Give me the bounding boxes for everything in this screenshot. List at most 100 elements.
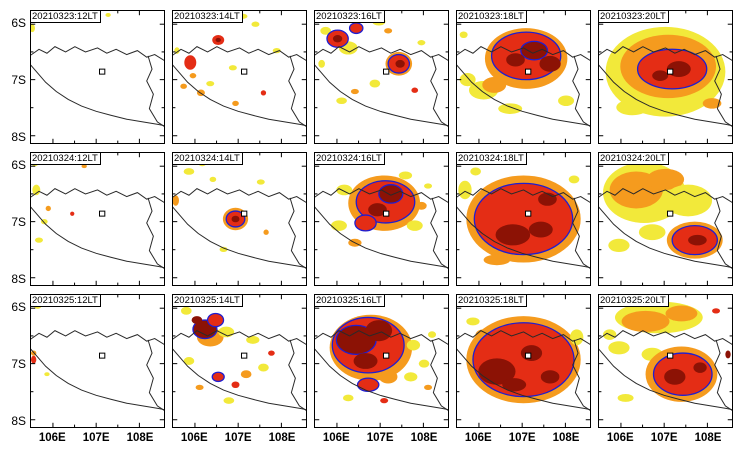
map-canvas [173,11,306,143]
panel-timestamp-label: 20210325:12LT [31,295,101,307]
panel-timestamp-label: 20210324:12LT [31,153,101,165]
coastline-path [599,47,732,62]
map-canvas [173,295,306,427]
map-panel: 20210323:14LT [172,10,307,144]
station-marker [383,211,388,216]
station-marker [99,353,104,358]
coastline-path [573,56,590,127]
coastline-path [599,189,732,204]
station-marker [667,353,672,358]
x-axis-label: 108E [410,432,438,444]
station-marker [525,69,530,74]
map-panel: 20210325:20LT [598,294,733,428]
coastline-path [315,348,448,410]
map-canvas [457,153,590,285]
map-canvas [599,295,732,427]
coastline-path [147,198,164,269]
y-axis-label: 6S [11,158,26,173]
coastline-path [173,47,306,62]
station-marker [383,353,388,358]
map-panel: 20210324:20LT [598,152,733,286]
map-canvas [173,153,306,285]
x-axis-label: 107E [82,432,110,444]
map-canvas [31,153,164,285]
map-canvas [599,11,732,143]
coastline-path [147,340,164,411]
panel-timestamp-label: 20210324:14LT [173,153,243,165]
coastline-path [173,331,306,346]
coastline-path [457,348,590,410]
coastline-path [599,206,732,268]
coastline-path [173,206,306,268]
x-axis-label: 107E [224,432,252,444]
coastline-path [457,206,590,268]
coastline-path [715,340,732,411]
panel-timestamp-label: 20210323:14LT [173,11,243,23]
coastline-path [457,189,590,204]
coastline-path [289,198,306,269]
y-axis-label: 6S [11,300,26,315]
map-canvas [31,295,164,427]
x-axis-label: 106E [38,432,66,444]
map-panel: 20210325:16LT [314,294,449,428]
x-axis-label: 108E [268,432,296,444]
coastline-path [173,64,306,126]
coastline-path [431,56,448,127]
map-panel: 20210324:12LT [30,152,165,286]
coastline-path [31,64,164,126]
coastline-path [431,340,448,411]
map-canvas [315,153,448,285]
map-panel: 20210325:18LT [456,294,591,428]
map-panel: 20210323:18LT [456,10,591,144]
map-canvas [315,295,448,427]
station-marker [241,211,246,216]
panel-timestamp-label: 20210324:18LT [457,153,527,165]
coastline-path [573,198,590,269]
coastline-path [457,47,590,62]
map-panel: 20210325:14LT [172,294,307,428]
x-axis-label: 108E [126,432,154,444]
station-marker [241,353,246,358]
coastline-path [573,340,590,411]
y-axis-label: 8S [11,129,26,144]
panel-timestamp-label: 20210324:16LT [315,153,385,165]
coastline-path [173,189,306,204]
coastline-path [315,331,448,346]
map-canvas [457,295,590,427]
panel-timestamp-label: 20210323:18LT [457,11,527,23]
coastline-path [31,206,164,268]
panel-timestamp-label: 20210325:16LT [315,295,385,307]
map-panel: 20210324:16LT [314,152,449,286]
map-panel: 20210323:12LT [30,10,165,144]
coastline-path [31,331,164,346]
map-panel: 20210325:12LT [30,294,165,428]
panel-timestamp-label: 20210325:14LT [173,295,243,307]
coastline-path [431,198,448,269]
map-panel: 20210323:20LT [598,10,733,144]
x-axis-label: 108E [552,432,580,444]
map-canvas [31,11,164,143]
coastline-path [289,56,306,127]
coastline-path [31,189,164,204]
y-axis-label: 7S [11,72,26,87]
coastline-path [31,348,164,410]
map-panel: 20210323:16LT [314,10,449,144]
x-axis-label: 106E [606,432,634,444]
panel-timestamp-label: 20210325:20LT [599,295,669,307]
map-panel: 20210324:18LT [456,152,591,286]
panel-timestamp-label: 20210324:20LT [599,153,669,165]
coastline-path [715,198,732,269]
map-canvas [457,11,590,143]
coastline-path [315,189,448,204]
coastline-path [315,47,448,62]
y-axis-label: 7S [11,356,26,371]
station-marker [525,353,530,358]
panel-timestamp-label: 20210323:12LT [31,11,101,23]
x-axis-label: 106E [322,432,350,444]
coastline-path [315,64,448,126]
map-panel: 20210324:14LT [172,152,307,286]
x-axis-label: 106E [464,432,492,444]
x-axis-label: 107E [508,432,536,444]
y-axis-label: 7S [11,214,26,229]
